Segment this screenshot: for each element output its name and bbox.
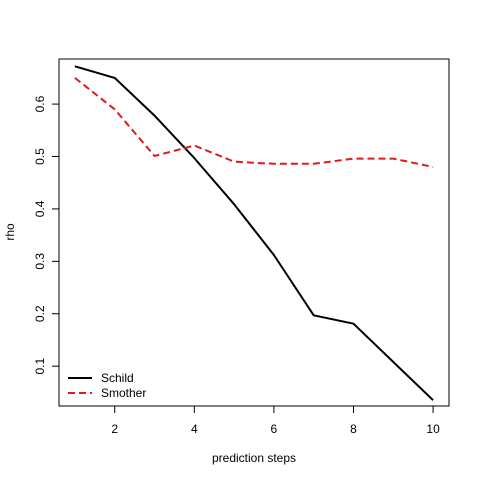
x-tick-label-8: 8	[350, 422, 357, 436]
y-tick-label-0.4: 0.4	[33, 200, 47, 217]
plot-frame	[58, 58, 450, 407]
x-tick-label-2: 2	[111, 422, 118, 436]
series-layer	[74, 65, 434, 401]
y-axis: 0.1 0.2 0.3 0.4 0.5 0.6	[33, 95, 59, 375]
x-tick-label-6: 6	[271, 422, 278, 436]
y-tick-label-0.5: 0.5	[33, 148, 47, 165]
x-axis: 2 4 6 8 10	[111, 406, 440, 436]
x-tick-label-4: 4	[191, 422, 198, 436]
series-line-schild	[74, 65, 434, 401]
legend-label-smother: Smother	[101, 386, 146, 400]
y-axis-label: rho	[3, 223, 17, 241]
x-tick-label-10: 10	[426, 422, 440, 436]
x-axis-label: prediction steps	[212, 451, 296, 465]
y-tick-label-0.3: 0.3	[33, 253, 47, 270]
y-tick-label-0.1: 0.1	[33, 357, 47, 374]
legend-label-schild: Schild	[101, 371, 134, 385]
y-tick-label-0.2: 0.2	[33, 305, 47, 322]
y-tick-label-0.6: 0.6	[33, 95, 47, 112]
series-line-smother	[74, 77, 434, 168]
